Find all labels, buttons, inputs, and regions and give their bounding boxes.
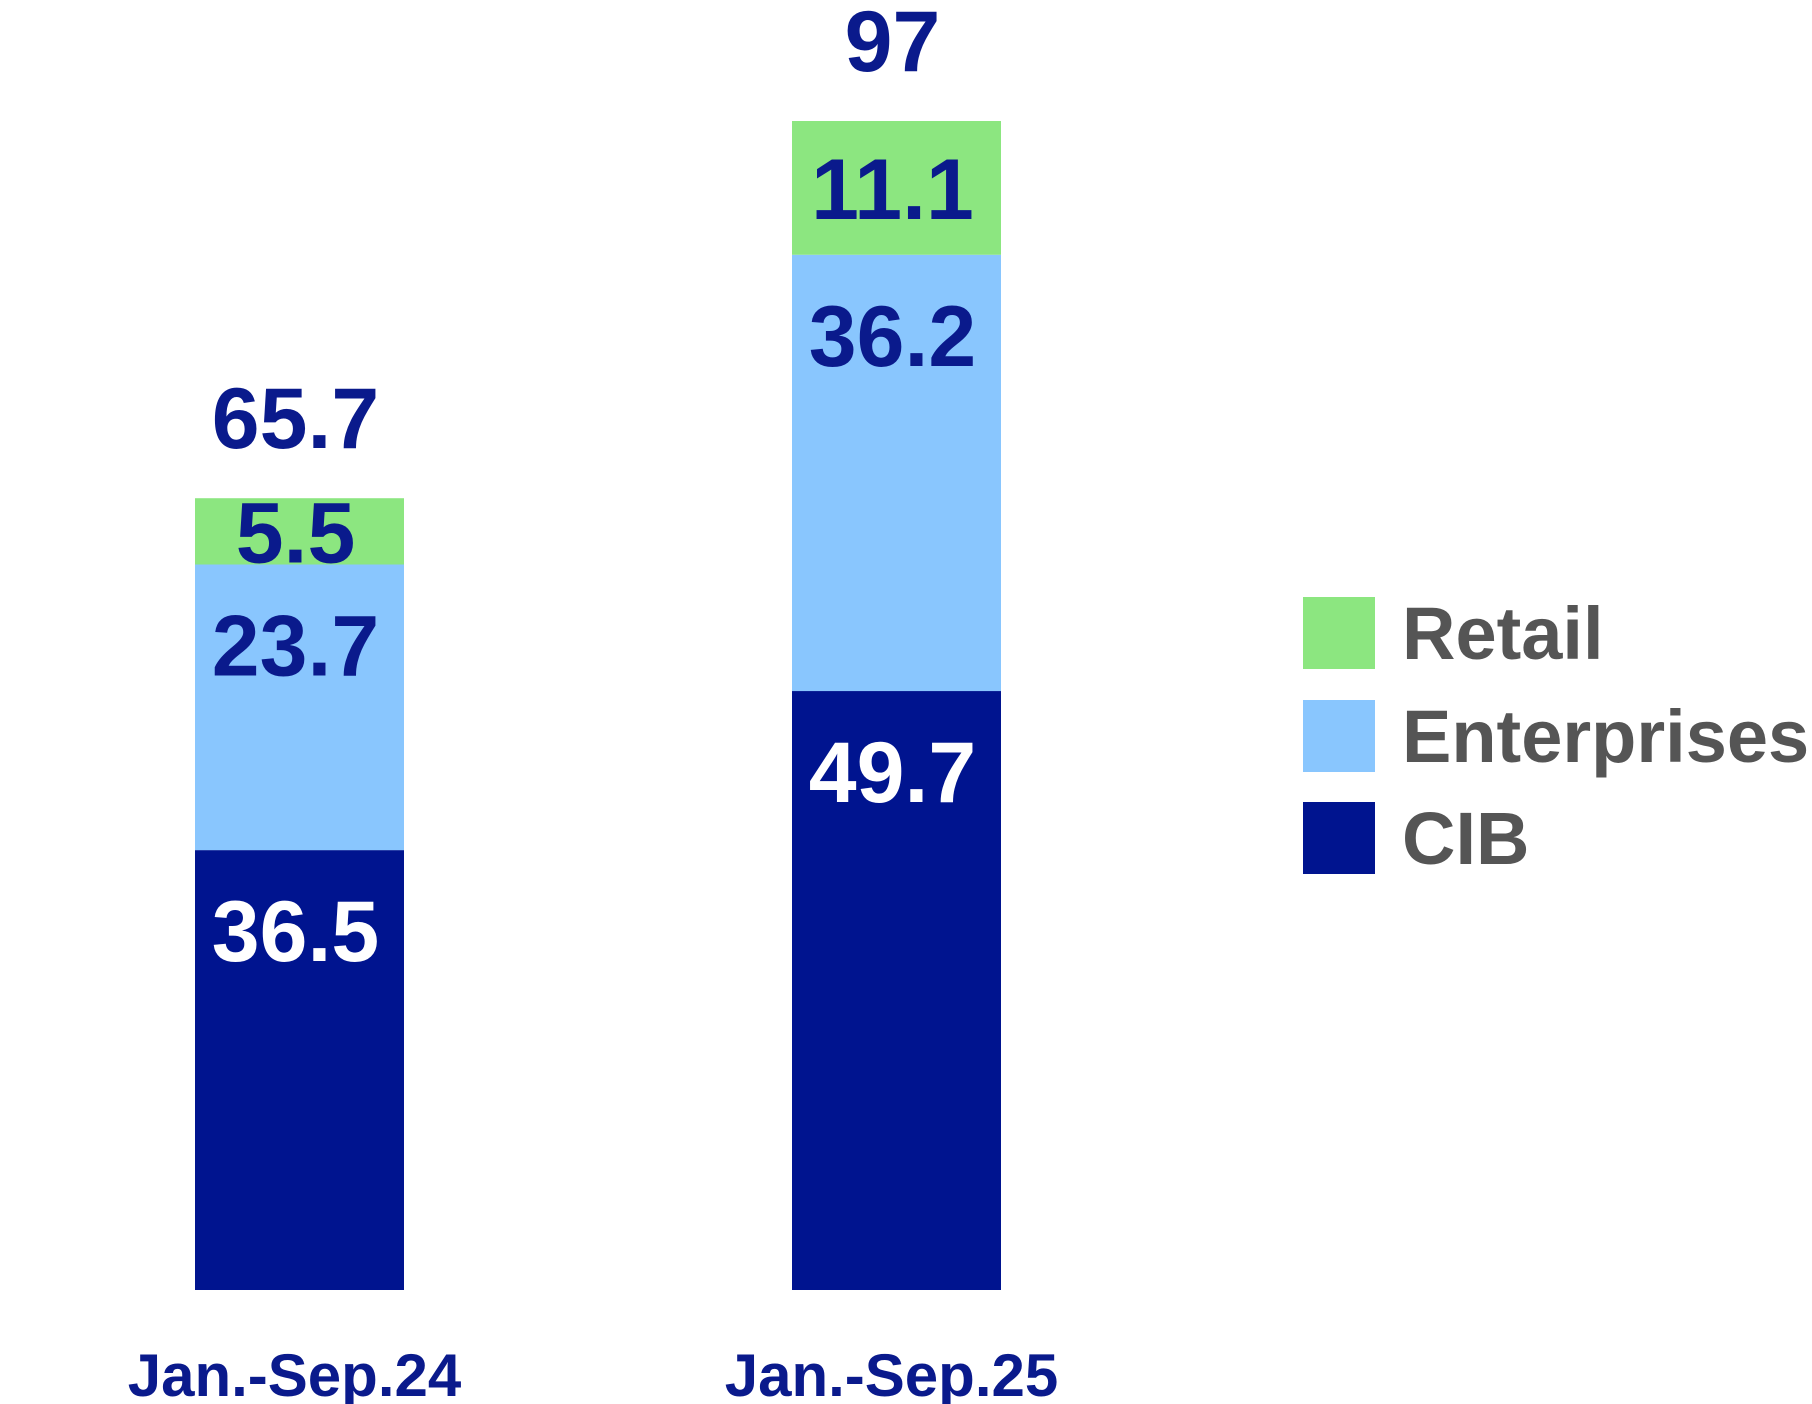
segment-label: 23.7 (212, 598, 379, 694)
category-label: Jan.-Sep.24 (128, 1342, 462, 1404)
legend-label: Enterprises (1402, 695, 1809, 778)
legend-swatch-cib (1303, 802, 1375, 874)
category-label: Jan.-Sep.25 (725, 1342, 1059, 1404)
bar-segment-retail (195, 498, 404, 565)
segment-label: 36.5 (212, 884, 379, 980)
bar-segment-cib (195, 850, 404, 1290)
total-label: 97 (845, 0, 941, 90)
bar-segment-retail (792, 121, 1001, 255)
legend-swatch-retail (1303, 597, 1375, 669)
segment-label: 5.5 (236, 485, 356, 581)
legend-label: CIB (1402, 797, 1529, 880)
bar-segment-enterprises (195, 564, 404, 851)
legend-swatch-enterprises (1303, 700, 1375, 772)
total-label: 65.7 (212, 371, 379, 467)
segment-label: 36.2 (809, 289, 976, 385)
segment-label: 11.1 (811, 142, 974, 238)
legend-label: Retail (1402, 592, 1604, 675)
bar-segment-enterprises (792, 254, 1001, 692)
bar-segment-cib (792, 691, 1001, 1290)
segment-label: 49.7 (809, 725, 976, 821)
